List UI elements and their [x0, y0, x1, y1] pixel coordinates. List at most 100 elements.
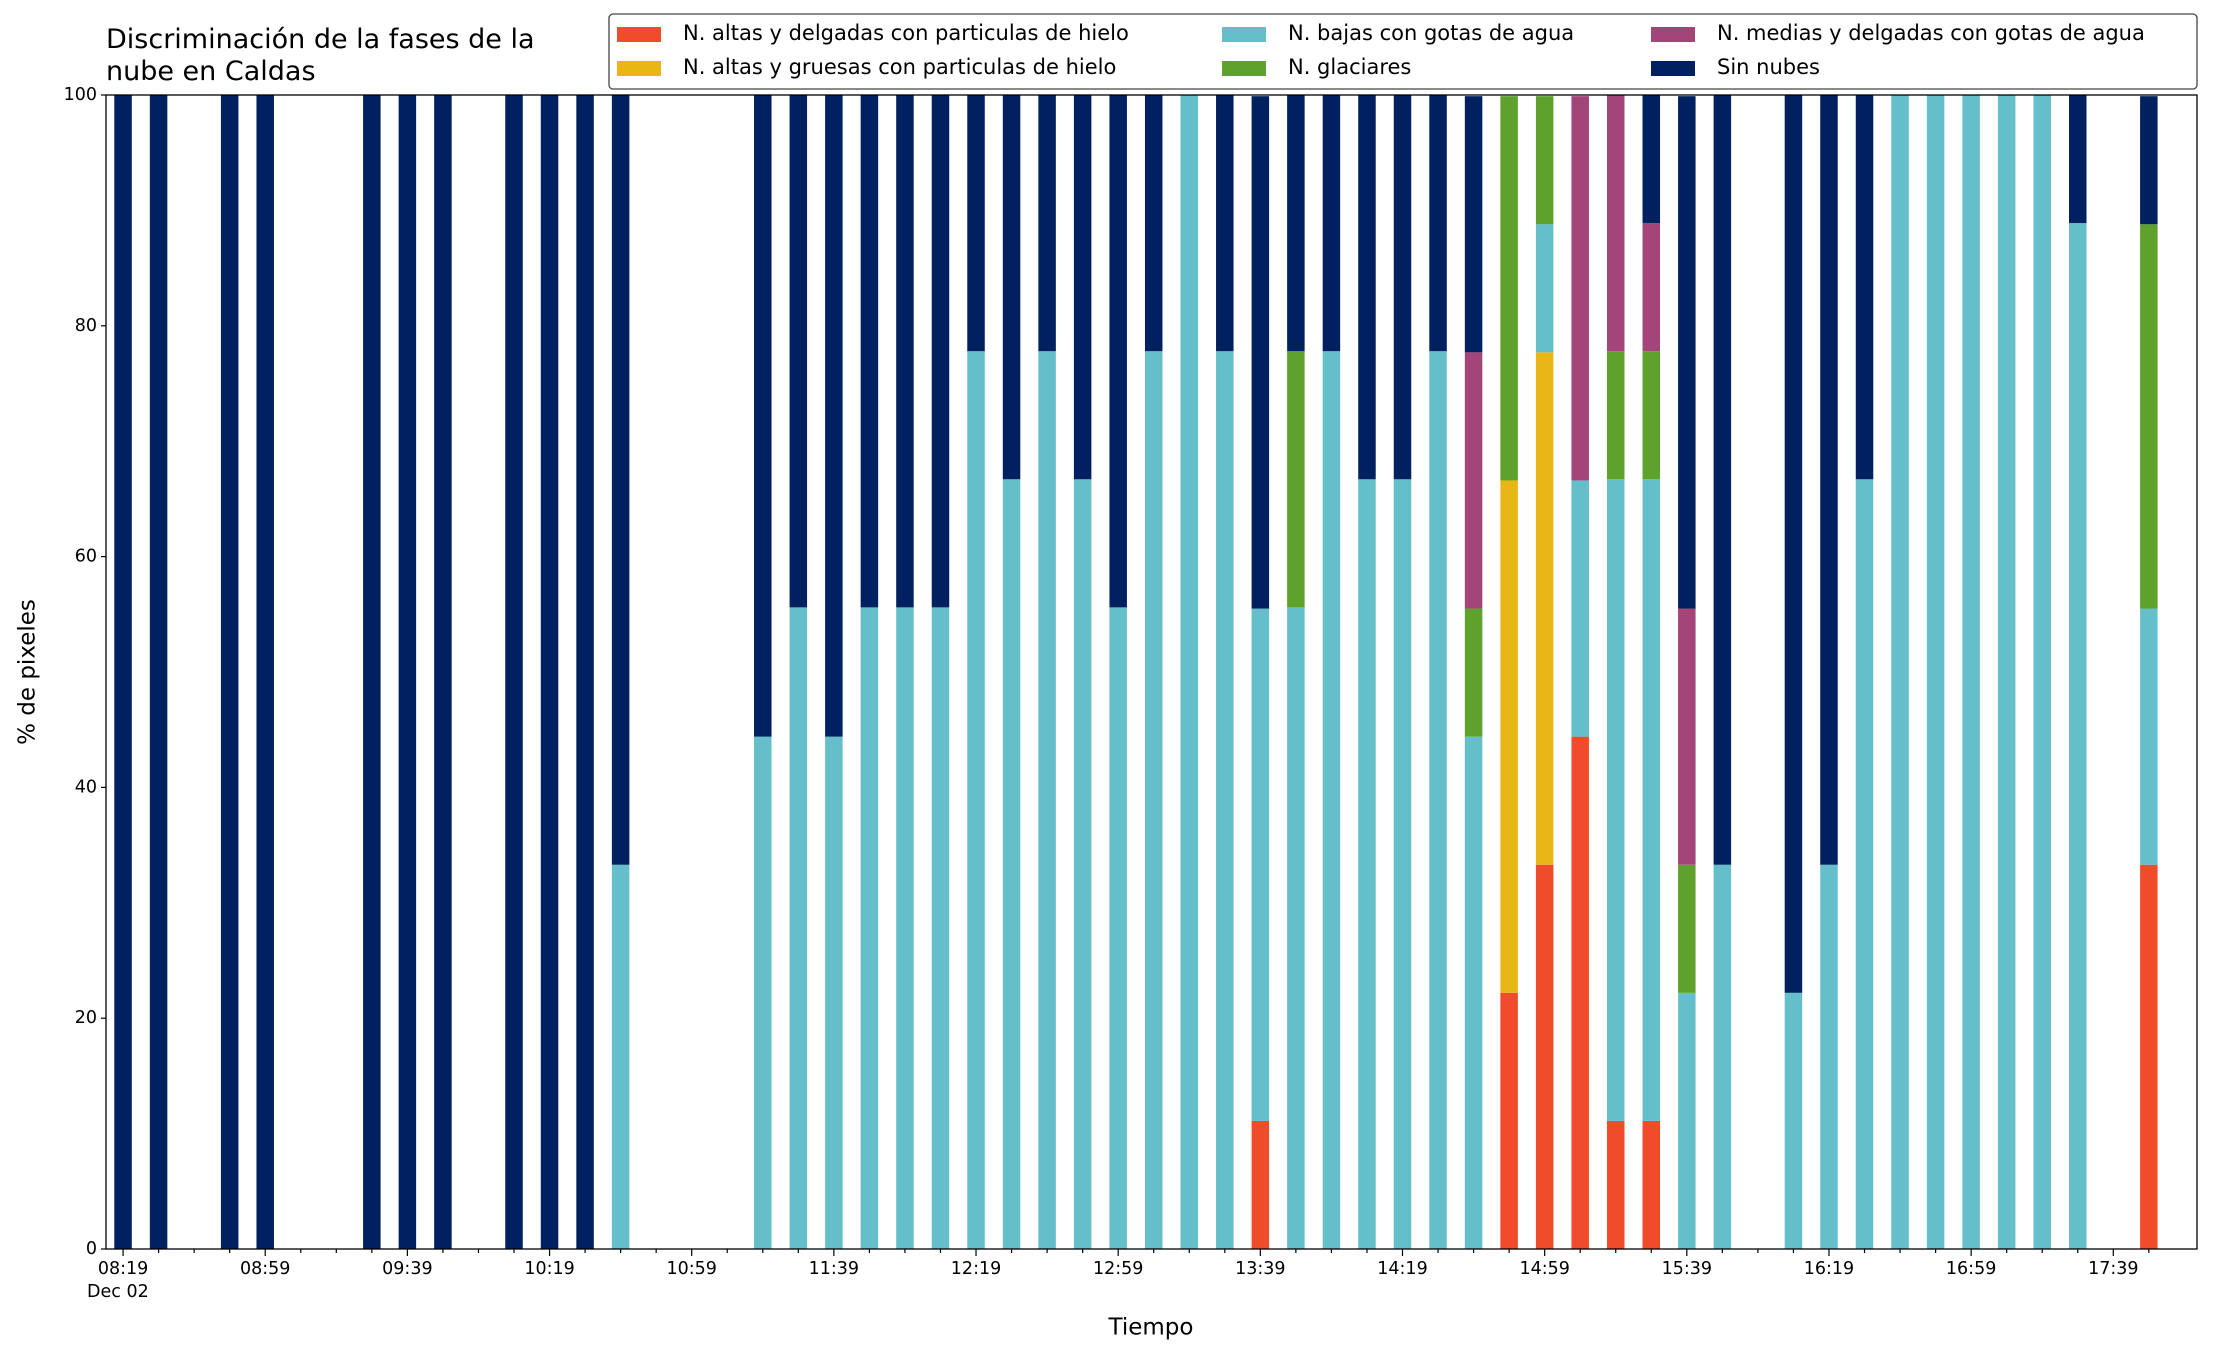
bar-segment	[1642, 1120, 1661, 1249]
bar-segment	[1500, 992, 1518, 1249]
plot-frame	[105, 94, 2198, 1250]
bar-segment	[967, 351, 985, 1249]
bar-segment	[1891, 95, 1909, 1249]
bar-segment	[1002, 479, 1021, 1250]
bar-segment	[149, 95, 168, 1249]
y-tick-label: 80	[75, 316, 97, 336]
bar-segment	[1500, 480, 1518, 993]
bar-segment	[1678, 864, 1696, 993]
bar-segment	[1038, 351, 1056, 1249]
bar-segment	[398, 95, 417, 1249]
bar-segment	[1073, 479, 1092, 1250]
bar-segment	[1429, 351, 1447, 1249]
legend-swatch	[1651, 61, 1695, 76]
bar-segment	[2033, 95, 2051, 1249]
bar-segment	[1287, 351, 1305, 608]
legend-swatch	[617, 61, 661, 76]
bar-segment	[1678, 96, 1696, 609]
x-tick-label: 09:39	[382, 1259, 432, 1279]
bar-segment	[789, 95, 808, 608]
x-tick-label: 08:59	[240, 1259, 290, 1279]
bar-segment	[1678, 992, 1696, 1249]
bar-segment	[1713, 95, 1732, 865]
bar-segment	[540, 95, 559, 1249]
bar-segment	[2140, 864, 2158, 1249]
y-tick-label: 0	[86, 1239, 97, 1259]
bar-segment	[1251, 96, 1270, 609]
x-tick-label: 12:19	[951, 1259, 1001, 1279]
bar-segment	[1216, 95, 1234, 352]
x-tick-label: 15:39	[1662, 1259, 1712, 1279]
legend-label: N. medias y delgadas con gotas de agua	[1717, 21, 2145, 45]
legend-swatch	[617, 27, 661, 42]
bar-segment	[611, 95, 630, 865]
bar-segment	[1784, 95, 1803, 993]
bar-segment	[931, 607, 950, 1249]
legend-label: N. glaciares	[1288, 55, 1411, 79]
y-tick-label: 100	[64, 85, 97, 105]
bar-segment	[1464, 352, 1483, 609]
x-tick-label: 16:19	[1804, 1259, 1854, 1279]
bar-segment	[1926, 95, 1945, 1249]
bar-segment	[2140, 224, 2158, 609]
bar-segment	[1464, 608, 1483, 737]
legend-box	[608, 13, 2198, 90]
bar-segment	[1144, 351, 1163, 1249]
x-tick-label: 11:39	[809, 1259, 859, 1279]
bar-segment	[1535, 352, 1554, 865]
bar-segment	[1855, 479, 1874, 1250]
x-tick-label: 13:39	[1235, 1259, 1285, 1279]
bar-segment	[1606, 1120, 1625, 1249]
bar-segment	[1642, 351, 1661, 480]
bar-segment	[754, 95, 772, 737]
bar-segment	[1002, 95, 1021, 480]
y-axis-label: % de pixeles	[15, 599, 41, 745]
bar-segment	[1251, 608, 1270, 1121]
bar-segment	[576, 95, 594, 1249]
legend-label: Sin nubes	[1717, 55, 1820, 79]
bar-segment	[1642, 479, 1661, 1121]
y-tick-label: 60	[75, 547, 97, 567]
x-date-label: Dec 02	[87, 1282, 149, 1302]
bar-segment	[434, 95, 452, 1249]
bar-segment	[1464, 736, 1483, 1249]
bar-segment	[1251, 1120, 1270, 1249]
x-tick-label: 12:59	[1093, 1259, 1143, 1279]
bar-segment	[1500, 96, 1518, 481]
legend-swatch	[1222, 61, 1266, 76]
chart-title: Discriminación de la fases de la nube en …	[106, 24, 535, 87]
legend-label: N. altas y delgadas con particulas de hi…	[683, 21, 1129, 45]
bar-segment	[1820, 864, 1838, 1249]
y-tick-label: 40	[75, 777, 97, 797]
bar-segment	[931, 95, 950, 608]
legend-swatch	[1222, 27, 1266, 42]
bar-segment	[1571, 480, 1589, 737]
bar-segment	[1571, 96, 1589, 481]
bar-segment	[1606, 479, 1625, 1121]
bar-segment	[1216, 351, 1234, 1249]
bar-segment	[1287, 607, 1305, 1249]
x-axis-label: Tiempo	[1108, 1315, 1194, 1341]
bar-segment	[1713, 864, 1732, 1249]
bar-segment	[256, 95, 274, 1249]
bar-segment	[1038, 95, 1056, 352]
bar-segment	[2140, 608, 2158, 865]
bar-segment	[2069, 223, 2087, 1249]
bar-segment	[1109, 95, 1127, 608]
bar-segment	[1073, 95, 1092, 480]
x-tick-label: 16:59	[1946, 1259, 1996, 1279]
bar-segment	[1678, 608, 1696, 865]
bar-segment	[1571, 736, 1589, 1249]
bar-segment	[789, 607, 808, 1249]
bar-segment	[825, 736, 843, 1249]
bar-segment	[1393, 479, 1412, 1250]
bar-segment	[1606, 95, 1625, 352]
x-tick-label: 08:19	[98, 1259, 148, 1279]
bar-segment	[1820, 95, 1838, 865]
bar-segment	[220, 95, 239, 1249]
bar-segment	[1464, 96, 1483, 353]
bar-segment	[1606, 351, 1625, 480]
bar-segment	[1855, 95, 1874, 480]
bar-segment	[967, 95, 985, 352]
bar-segment	[1180, 95, 1199, 1249]
